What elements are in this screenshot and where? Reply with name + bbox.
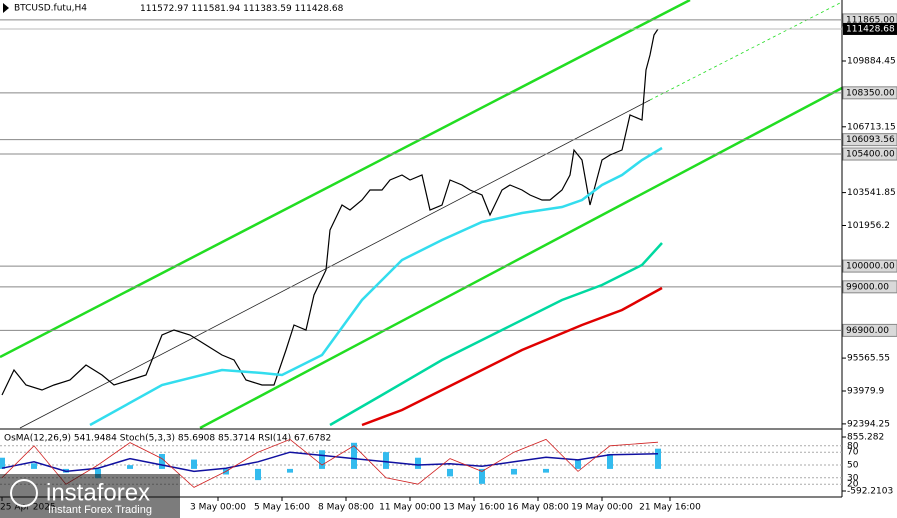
oscillator-line — [1, 451, 659, 473]
y-tick-label: 95565.55 — [847, 354, 890, 364]
x-tick-label: 8 May 08:00 — [318, 503, 374, 513]
y2-tick-label: 50 — [847, 461, 859, 471]
osma-bar — [191, 459, 197, 469]
x-tick-label: 3 May 00:00 — [190, 503, 246, 513]
y-tick-label: -592.2103 — [847, 487, 893, 497]
level-label-box — [842, 86, 897, 100]
title-arrow — [3, 3, 9, 13]
y2-tick-label: 80 — [847, 441, 859, 451]
osma-bar — [655, 448, 661, 469]
ohlc-high: 111581.94 — [192, 4, 241, 14]
level-label: 111865.00 — [846, 15, 895, 25]
level-label: 96900.00 — [846, 326, 889, 336]
chart-title: BTCUSD.futu,H4 — [14, 4, 87, 14]
x-tick-label: 13 May 16:00 — [443, 503, 505, 513]
level-label: 99000.00 — [846, 282, 889, 292]
level-label-box — [842, 133, 897, 147]
osma-bar — [31, 463, 37, 469]
watermark-tagline: Instant Forex Trading — [48, 504, 152, 516]
osma-bar — [543, 468, 549, 473]
level-label: 106093.56 — [846, 135, 895, 145]
y-tick-label: 92394.25 — [847, 419, 890, 429]
channel-upper — [0, 0, 691, 359]
price-line — [1, 28, 659, 396]
watermark-icon — [10, 479, 38, 507]
ohlc-open: 111572.97 — [140, 4, 189, 14]
x-tick-label: 19 May 00:00 — [571, 503, 633, 513]
channel-middle — [19, 99, 651, 429]
chart-ohlc: 111572.97 111581.94 111383.59 111428.68 — [140, 4, 344, 14]
current-price-box — [843, 22, 897, 35]
level-label-box — [842, 147, 897, 161]
osma-bar — [319, 450, 325, 469]
osma-bar — [159, 453, 165, 469]
level-label-box — [842, 280, 897, 294]
x-tick-label: 11 May 00:00 — [379, 503, 441, 513]
osma-bar — [415, 457, 421, 469]
level-label-box — [842, 259, 897, 273]
osma-bar — [127, 465, 133, 469]
level-label: 108350.00 — [846, 88, 895, 98]
moving-average — [329, 242, 663, 427]
y-tick-label: 101956.2 — [847, 221, 890, 231]
ohlc-close: 111428.68 — [295, 4, 344, 14]
osma-bar — [447, 468, 453, 477]
osma-bar — [351, 442, 357, 469]
current-price-label: 111428.68 — [846, 24, 895, 34]
y-tick-label: 855.282 — [847, 433, 884, 443]
oscillator-line — [1, 438, 659, 488]
watermark-logo: instaforex — [46, 479, 150, 506]
osma-bar — [255, 468, 261, 481]
level-label: 105400.00 — [846, 150, 895, 160]
y-tick-label: 109884.45 — [847, 56, 896, 66]
y2-tick-label: 70 — [847, 448, 859, 458]
level-label: 100000.00 — [846, 262, 895, 272]
ohlc-low: 111383.59 — [243, 4, 292, 14]
moving-average — [89, 146, 663, 427]
osma-bar — [575, 459, 581, 469]
osma-bar — [607, 453, 613, 469]
channel-lower — [199, 86, 843, 430]
osma-bar — [511, 468, 517, 475]
y-tick-label: 106713.15 — [847, 122, 896, 132]
x-tick-label: 16 May 08:00 — [507, 503, 569, 513]
osma-bar — [0, 457, 5, 469]
osma-bar — [287, 468, 293, 473]
osma-bar — [479, 468, 485, 484]
x-tick-label: 5 May 16:00 — [254, 503, 310, 513]
osma-bar — [95, 468, 101, 479]
y-tick-label: 93979.9 — [847, 386, 884, 396]
y-tick-label: 103541.85 — [847, 188, 896, 198]
y2-tick-label: 30 — [847, 473, 859, 483]
x-tick-label: 21 May 16:00 — [639, 503, 701, 513]
channel-drawings — [0, 0, 843, 430]
y2-tick-label: 20 — [847, 480, 859, 490]
indicator-title: OsMA(12,26,9) 541.9484 Stoch(5,3,3) 85.6… — [4, 434, 331, 444]
osma-bar — [383, 452, 389, 469]
level-label-box — [842, 323, 897, 337]
moving-average — [361, 286, 663, 427]
